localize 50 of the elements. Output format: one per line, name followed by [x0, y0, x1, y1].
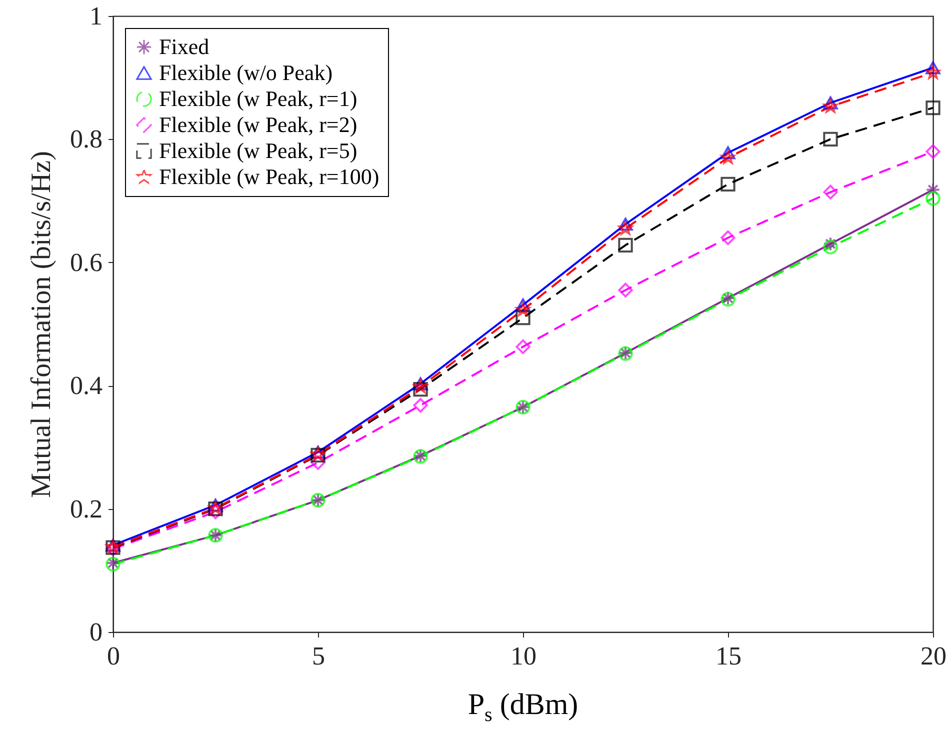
point [720, 176, 736, 192]
point [413, 382, 428, 397]
point [208, 498, 223, 512]
point [618, 221, 633, 235]
point [208, 504, 223, 520]
point [720, 150, 736, 164]
y-axis-title: Mutual Information (bits/s/Hz) [26, 151, 57, 498]
point [926, 65, 940, 79]
point [310, 455, 326, 470]
legend-label: Fixed [159, 34, 210, 59]
point [823, 132, 838, 147]
point [823, 240, 838, 254]
y-tick-label: 0.4 [70, 371, 102, 400]
x-tick-label: 10 [510, 642, 536, 670]
point [926, 100, 940, 116]
point [516, 302, 530, 316]
point [516, 339, 530, 354]
point [823, 184, 838, 200]
legend-label: Flexible (w Peak, r=5) [159, 138, 358, 163]
y-tick-label: 0 [90, 618, 102, 646]
point [618, 238, 633, 252]
legend-label: Flexible (w/o Peak) [159, 60, 333, 85]
x-tick-label: 5 [312, 642, 325, 670]
point [926, 191, 940, 206]
y-tick-label: 1 [90, 2, 102, 30]
legend-label: Flexible (w Peak, r=2) [159, 112, 358, 137]
point [926, 182, 940, 198]
legend-label: Flexible (w Peak, r=100) [159, 164, 380, 189]
point [516, 310, 530, 326]
x-tick-label: 20 [920, 642, 946, 670]
point [413, 380, 428, 393]
y-tick-label: 0.2 [70, 494, 102, 524]
x-axis-title: P$_{s}$ (dBm) [466, 688, 580, 727]
legend-label: Flexible (w Peak, r=1) [159, 86, 358, 111]
point [516, 298, 530, 312]
point [720, 146, 736, 160]
x-tick-label: 0 [107, 642, 120, 670]
y-tick-label: 0.8 [70, 124, 102, 154]
y-tick-label: 0.6 [70, 248, 102, 277]
point [823, 99, 838, 113]
point [823, 96, 838, 110]
x-tick-label: 15 [716, 642, 742, 670]
point [823, 236, 838, 252]
point [926, 61, 940, 74]
point [926, 144, 940, 159]
point [720, 230, 736, 246]
point [413, 398, 428, 413]
point [618, 282, 633, 298]
point [618, 218, 633, 231]
point [413, 377, 428, 390]
